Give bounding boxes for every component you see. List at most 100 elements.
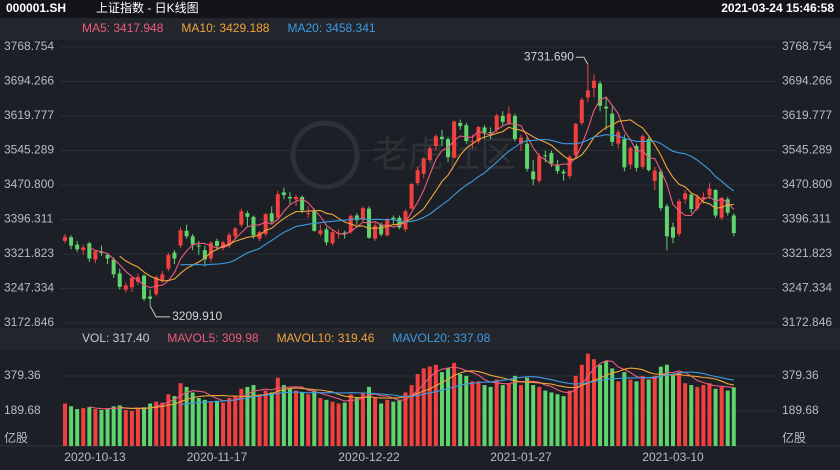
high-label: 3731.690 (524, 49, 574, 63)
candle-body (415, 170, 420, 184)
candle-body (196, 245, 201, 247)
candle-body (464, 125, 469, 141)
volume-bar (506, 383, 511, 446)
y-tick-label: 3619.777 (4, 108, 54, 122)
candle-body (604, 106, 609, 109)
candle-body (671, 227, 675, 238)
candle-body (725, 199, 730, 213)
candle-body (69, 237, 74, 246)
candle-body (549, 152, 554, 164)
candle-body (263, 214, 268, 235)
y-tick-label: 3768.754 (4, 39, 54, 53)
candle-body (482, 127, 487, 133)
y-tick-label: 3247.334 (782, 281, 832, 295)
candle-body (391, 217, 396, 220)
candle-body (701, 196, 706, 200)
candle-body (111, 259, 116, 275)
y-tick-label: 3768.754 (782, 39, 832, 53)
volume-bar (257, 394, 262, 446)
volume-bar (628, 379, 633, 446)
volume-bar (707, 383, 712, 446)
volume-bar (379, 403, 384, 446)
legend-row (0, 18, 840, 40)
candle-body (543, 155, 548, 157)
volume-bar (683, 383, 688, 446)
y-tick-label: 3470.800 (4, 177, 54, 191)
indicator-label: MAVOL20: 337.08 (392, 331, 490, 345)
candle-body (354, 215, 359, 221)
legend-row (0, 328, 840, 350)
candle-body (117, 273, 122, 287)
candle-body (324, 229, 329, 243)
volume-bar (300, 392, 305, 446)
volume-bar (135, 408, 140, 446)
volume-bar (616, 381, 621, 446)
candle-body (129, 277, 134, 288)
candle-body (561, 171, 566, 174)
candle-body (160, 274, 165, 281)
volume-bar (117, 405, 122, 446)
x-tick-label: 2020-12-22 (338, 450, 400, 464)
volume-bar (190, 392, 195, 446)
volume-bar (446, 368, 451, 446)
watermark: 老虎社区 (372, 134, 516, 175)
volume-bar (148, 403, 153, 446)
candle-body (312, 210, 317, 231)
symbol: 000001.SH (6, 1, 66, 15)
volume-bar (519, 385, 523, 446)
y-tick-label: 3545.289 (782, 143, 832, 157)
ma-line (180, 134, 735, 266)
candle-body (184, 230, 189, 237)
y-tick-label: 3545.289 (4, 143, 54, 157)
candle-body (494, 115, 499, 130)
volume-bar (391, 401, 396, 446)
volume-bar (604, 361, 609, 446)
candle-body (689, 194, 694, 210)
volume-bar (75, 409, 80, 446)
candle-body (397, 217, 402, 228)
candle-body (452, 121, 457, 158)
candle-body (634, 146, 639, 168)
x-tick-label: 2021-01-27 (490, 450, 552, 464)
candle-body (142, 275, 147, 299)
candle-body (439, 136, 444, 140)
volume-bar (677, 372, 682, 446)
volume-bar (549, 392, 554, 446)
candle-body (251, 216, 256, 236)
candle-body (166, 254, 171, 269)
candle-body (567, 156, 572, 177)
candle-body (360, 208, 365, 221)
volume-bar (287, 388, 292, 446)
candle-body (275, 194, 280, 218)
indicator-label: MA10: 3429.188 (181, 21, 269, 35)
unit-label: 亿股 (782, 430, 806, 445)
volume-bar (324, 399, 329, 446)
volume-bar (275, 377, 280, 446)
volume-bar (263, 390, 268, 446)
volume-bar (160, 402, 165, 446)
volume-bar (476, 381, 481, 446)
candle-body (488, 132, 493, 134)
candle-body (373, 225, 378, 239)
y-tick-label: 3396.311 (4, 212, 53, 226)
candle-body (75, 244, 80, 250)
volume-bar (330, 401, 335, 446)
y-tick-label: 3321.823 (782, 246, 832, 260)
volume-bar (336, 403, 341, 446)
volume-bar (269, 392, 274, 446)
candle-body (598, 83, 603, 106)
volume-bar (63, 403, 67, 446)
candle-body (306, 213, 311, 215)
volume-bar (658, 366, 663, 446)
volume-bar (652, 375, 657, 446)
volume-bar (573, 375, 578, 446)
candle-body (208, 242, 213, 259)
volume-bar (695, 386, 700, 446)
volume-bar (239, 388, 244, 446)
volume-bar (452, 362, 457, 446)
candle-body (330, 232, 335, 244)
volume-bar (196, 397, 201, 446)
candle-body (342, 232, 347, 234)
volume-bar (433, 364, 438, 446)
volume-bar (367, 386, 371, 446)
